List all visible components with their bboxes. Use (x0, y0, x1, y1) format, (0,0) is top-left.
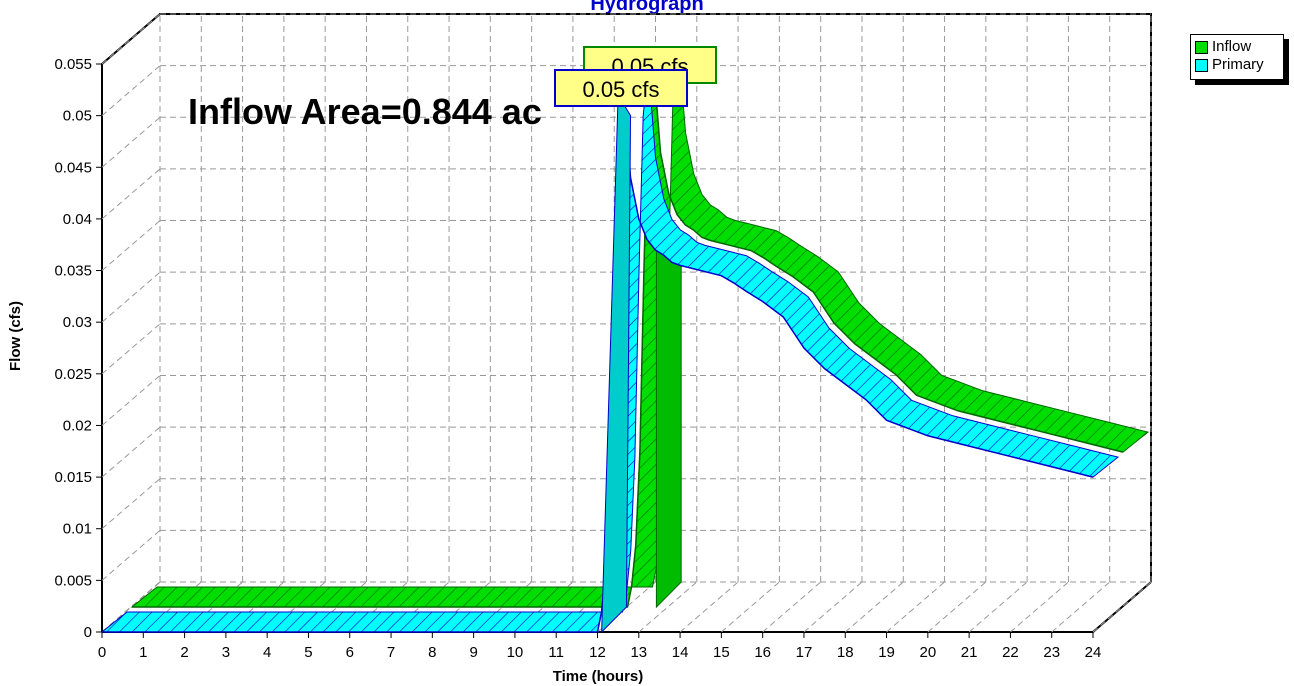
grid-line-floor (803, 581, 863, 633)
x-tick-label: 4 (263, 644, 271, 661)
y-tick-label: 0 (84, 624, 92, 641)
x-tick-label: 19 (878, 644, 895, 661)
x-tick-label: 9 (469, 644, 477, 661)
y-axis-title: Flow (cfs) (7, 301, 24, 371)
x-tick-label: 22 (1002, 644, 1019, 661)
grid-line-wall (101, 478, 161, 530)
x-tick-label: 6 (346, 644, 354, 661)
y-tick-label: 0.03 (63, 314, 92, 331)
grid-line-floor (1051, 581, 1111, 633)
y-tick-label: 0.01 (63, 521, 92, 538)
y-tick-label: 0.025 (54, 366, 92, 383)
grid-line-wall (101, 168, 161, 220)
x-tick-label: 7 (387, 644, 395, 661)
inflow-area-annotation: Inflow Area=0.844 ac (188, 91, 542, 132)
x-tick-label: 11 (548, 644, 564, 661)
legend-label-primary: Primary (1212, 56, 1264, 73)
x-tick-label: 14 (672, 644, 689, 661)
grid-line-wall (101, 529, 161, 581)
legend-swatch-primary (1195, 58, 1208, 72)
y-tick-label: 0.005 (54, 572, 92, 589)
y-tick-label: 0.045 (54, 159, 92, 176)
x-tick-label: 12 (589, 644, 606, 661)
primary-series-face (102, 95, 1093, 632)
x-axis-title: Time (hours) (553, 668, 644, 685)
x-tick-label: 5 (304, 644, 312, 661)
inflow-series-edge (132, 69, 1124, 608)
x-tick-label: 16 (754, 644, 771, 661)
grid-line-wall (101, 220, 161, 271)
x-tick-label: 2 (180, 644, 188, 661)
chart-title: Hydrograph (590, 0, 703, 15)
x-tick-label: 0 (98, 644, 106, 661)
x-tick-label: 18 (837, 644, 854, 661)
grid-line-wall (101, 116, 161, 168)
legend-item-primary: Primary (1195, 56, 1283, 74)
series-layer (100, 49, 1150, 634)
grid-line-floor (1010, 581, 1069, 633)
grid-line-floor (638, 581, 698, 633)
grid-line-floor (886, 581, 945, 633)
primary-rise-wall (601, 93, 632, 634)
grid-line-floor (927, 581, 987, 633)
grid-line-floor (721, 581, 780, 633)
x-tick-label: 24 (1085, 644, 1102, 661)
x-tick-label: 3 (222, 644, 230, 661)
x-tick-label: 21 (961, 644, 978, 661)
axes: 0 1 2 3 4 5 6 7 8 9 10 11 12 13 14 15 16 17 18 19 20 21 22 23 24… (54, 56, 1101, 661)
legend-swatch-inflow (1195, 40, 1208, 54)
y-tick-label: 0.015 (54, 469, 92, 486)
grid-line-wall (101, 271, 161, 323)
x-tick-label: 23 (1043, 644, 1060, 661)
grid-line-wall (101, 65, 161, 117)
grid-line-floor (762, 581, 821, 633)
x-tick-label: 1 (139, 644, 147, 661)
grid-line-wall (101, 426, 161, 478)
grid-line-floor (968, 581, 1028, 633)
grid-line-floor (1092, 581, 1152, 633)
legend-item-inflow: Inflow (1195, 38, 1283, 56)
x-tick-label: 10 (507, 644, 524, 661)
primary-peak-label: 0.05 cfs (554, 69, 688, 107)
y-tick-label: 0.035 (54, 263, 92, 280)
y-tick-label: 0.02 (63, 417, 92, 434)
grid-line-wall (101, 375, 161, 426)
x-tick-label: 8 (428, 644, 436, 661)
grid-line-floor (679, 581, 739, 633)
primary-peak-label-box (554, 69, 688, 107)
x-tick-label: 15 (713, 644, 730, 661)
grid-line-floor (844, 581, 904, 633)
primary-peak-label-text: 0.05 cfs (582, 77, 659, 102)
x-tick-label: 20 (919, 644, 936, 661)
grid-line-wall (101, 13, 161, 65)
y-tick-label: 0.055 (54, 56, 92, 73)
y-tick-label: 0.05 (63, 108, 92, 125)
legend: Inflow Primary (1190, 34, 1284, 80)
x-tick-label: 17 (796, 644, 813, 661)
legend-label-inflow: Inflow (1212, 38, 1252, 55)
x-tick-label: 13 (630, 644, 647, 661)
y-tick-label: 0.04 (63, 211, 92, 228)
grid-line-wall (101, 323, 161, 375)
